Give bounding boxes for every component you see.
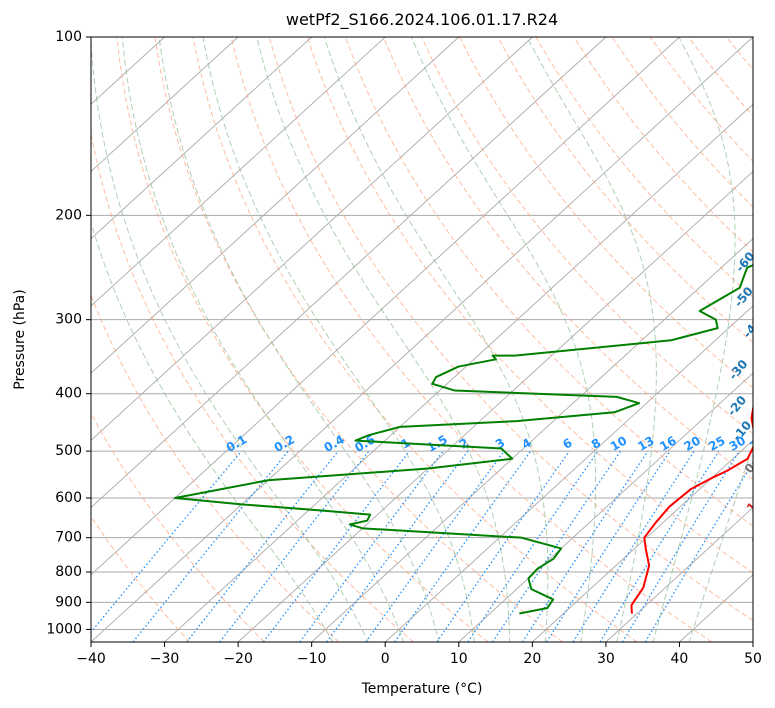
moist-adiabat-line: [158, 37, 440, 642]
profile-lines: [174, 264, 753, 615]
dry-adiabat-line: [154, 37, 563, 642]
isotherm-line: [91, 37, 680, 576]
mixing-ratio-line: [621, 450, 740, 642]
isotherm-line: [91, 37, 607, 509]
moist-adiabat-line: [688, 443, 753, 642]
dry-adiabat-line: [91, 131, 414, 642]
mixing-ratio-line: [365, 450, 505, 642]
mixing-ratio-line: [326, 450, 469, 642]
y-tick-label: 600: [55, 490, 82, 506]
isotherm-line: [91, 37, 312, 240]
isotherm-line: [91, 37, 239, 173]
moist-adiabat-line: [256, 37, 511, 642]
chart-title: wetPf2_S166.2024.106.01.17.R24: [286, 10, 558, 30]
isotherm-line: [384, 305, 753, 642]
dewpoint-profile-line: [174, 264, 753, 615]
mixing-ratio-line: [262, 450, 411, 642]
moist-adiabat-line: [91, 37, 369, 642]
mixing-ratio-line: [492, 450, 622, 642]
temperature-profile-line: [630, 405, 753, 614]
x-tick-label: 10: [450, 651, 468, 667]
background-lines: [91, 37, 753, 642]
y-tick-label: 800: [55, 564, 82, 580]
moist-adiabat-line: [121, 37, 405, 642]
mixing-ratio-line: [186, 450, 339, 642]
x-tick-label: 30: [597, 651, 615, 667]
mixing-ratio-line: [572, 450, 695, 642]
dry-adiabat-line: [91, 412, 265, 642]
x-tick-label: 20: [523, 651, 541, 667]
x-tick-label: −30: [150, 651, 180, 667]
y-axis-title: Pressure (hPa): [12, 289, 28, 389]
y-tick-label: 900: [55, 594, 82, 610]
x-tick-label: −40: [76, 651, 106, 667]
dry-adiabat-line: [306, 37, 753, 574]
x-tick-label: −20: [223, 651, 253, 667]
isotherm-line: [164, 103, 753, 642]
moist-adiabat-line: [323, 37, 549, 642]
dry-adiabat-line: [497, 37, 753, 344]
dry-adiabat-line: [116, 37, 489, 642]
x-tick-label: 50: [744, 651, 762, 667]
isotherm-line: [91, 37, 753, 642]
y-tick-label: 700: [55, 530, 82, 546]
x-tick-label: 0: [381, 651, 390, 667]
mixing-ratio-line: [599, 450, 720, 642]
mixing-ratio-line: [546, 450, 671, 642]
isotherm-line: [91, 37, 533, 441]
dry-adiabat-line: [192, 37, 638, 642]
dry-adiabat-label: 0: [742, 460, 758, 475]
y-tick-label: 300: [55, 312, 82, 328]
isotherm-line: [91, 37, 386, 307]
isotherm-line: [91, 37, 460, 374]
mixing-ratio-line: [467, 450, 599, 642]
dry-adiabat-label: 20: [749, 526, 770, 548]
y-tick-label: 1000: [46, 621, 82, 637]
moist-adiabat-line: [202, 37, 475, 642]
moist-adiabat-line: [652, 37, 736, 642]
dry-adiabat-line: [421, 37, 753, 435]
mixing-ratio-line: [132, 450, 289, 642]
dry-adiabat-line: [268, 37, 753, 622]
y-tick-label: 500: [55, 443, 82, 459]
plot-frame: [90, 36, 754, 643]
mixing-ratio-line: [521, 450, 649, 642]
dry-adiabat-line: [344, 37, 753, 527]
isotherm-line: [532, 439, 753, 642]
isotherm-line: [458, 372, 753, 642]
moist-adiabat-line: [91, 220, 334, 642]
dry-adiabat-label: 10: [744, 493, 765, 515]
isotherm-line: [605, 506, 753, 642]
x-axis-title: Temperature (°C): [361, 681, 483, 697]
mixing-ratio-line: [394, 450, 532, 642]
y-tick-label: 200: [55, 207, 82, 223]
isotherm-line: [237, 170, 753, 642]
axes: −40 −30 −20 −10 0 10 20 30 40 5010020030040050060…: [46, 29, 762, 667]
x-tick-label: 40: [671, 651, 689, 667]
mixing-ratio-line: [91, 450, 242, 634]
dry-adiabat-line: [230, 37, 713, 642]
mixing-ratio-line: [436, 450, 570, 642]
y-tick-label: 400: [55, 386, 82, 402]
moist-adiabat-line: [526, 37, 657, 642]
mixing-ratio-line: [299, 450, 444, 642]
y-tick-label: 100: [55, 29, 82, 45]
mixing-ratio-label: 36: [747, 433, 768, 453]
x-tick-label: −10: [297, 651, 327, 667]
